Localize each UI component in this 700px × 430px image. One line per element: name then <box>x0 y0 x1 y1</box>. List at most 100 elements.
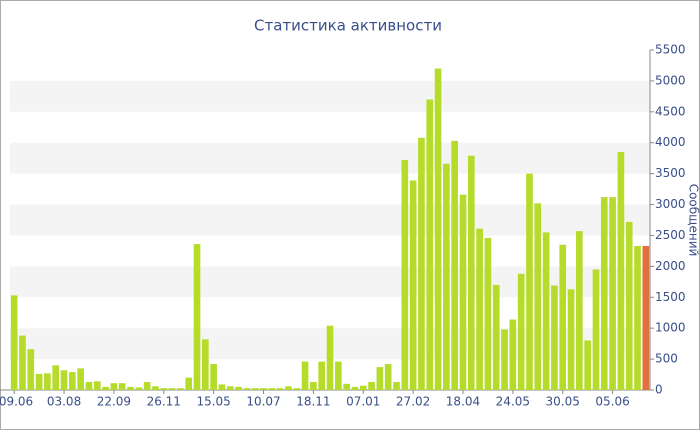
bar <box>19 335 26 390</box>
y-tick-label: 3000 <box>655 197 686 211</box>
bar <box>634 245 641 390</box>
bar <box>617 152 625 390</box>
bar <box>476 228 483 390</box>
y-tick-label: 0 <box>655 383 663 397</box>
bar <box>260 388 267 390</box>
bar <box>60 370 68 390</box>
bar <box>210 364 217 390</box>
bar <box>609 197 616 390</box>
bar <box>276 388 284 390</box>
bar <box>509 319 517 390</box>
bar <box>592 269 600 390</box>
y-tick-label: 1000 <box>655 321 686 335</box>
x-tick-label: 18.11 <box>296 395 330 409</box>
bar <box>268 388 276 390</box>
chart-title: Статистика активности <box>254 17 442 35</box>
bar <box>218 384 226 390</box>
bar <box>376 367 384 390</box>
bar <box>243 388 251 390</box>
bar <box>69 372 76 390</box>
bar <box>401 160 409 390</box>
bar <box>318 361 326 390</box>
bar <box>135 387 143 390</box>
x-tick-label: 18.04 <box>446 395 480 409</box>
x-tick-label: 24.05 <box>496 395 530 409</box>
bar <box>93 381 101 390</box>
bar <box>584 340 591 390</box>
y-tick-label: 2500 <box>655 228 686 242</box>
grid-band <box>10 80 650 112</box>
bar <box>600 197 608 390</box>
bar <box>542 232 550 390</box>
grid-band <box>10 204 650 236</box>
bar <box>567 289 575 390</box>
y-tick-label: 4500 <box>655 104 686 118</box>
bar <box>44 373 51 390</box>
grid-band <box>10 142 650 174</box>
x-tick-label: 26.11 <box>147 395 181 409</box>
x-tick-label: 09.06 <box>0 395 33 409</box>
bar <box>168 388 176 390</box>
bar <box>467 155 475 390</box>
bar <box>10 295 18 390</box>
bar <box>393 381 400 390</box>
bar <box>193 244 201 390</box>
bar <box>343 383 350 390</box>
bar <box>517 273 525 390</box>
x-tick-label: 15.05 <box>196 395 230 409</box>
x-tick-label: 22.09 <box>97 395 131 409</box>
bar <box>534 203 542 390</box>
x-tick-label: 03.08 <box>47 395 81 409</box>
bar <box>551 285 558 390</box>
bar <box>625 221 633 390</box>
bar <box>202 339 209 390</box>
bar <box>426 99 434 391</box>
bar <box>226 386 234 390</box>
bar <box>351 386 359 390</box>
bar <box>102 386 109 390</box>
y-tick-label: 500 <box>655 352 678 366</box>
bar <box>434 68 442 390</box>
bar <box>85 381 93 390</box>
bar <box>501 329 508 390</box>
bar <box>52 365 60 390</box>
bar <box>185 377 193 390</box>
x-tick-label: 30.05 <box>546 395 580 409</box>
bar <box>559 244 567 390</box>
x-tick-label: 05.06 <box>595 395 629 409</box>
bar <box>310 381 317 390</box>
bar <box>526 173 533 390</box>
x-tick-label: 27.02 <box>396 395 430 409</box>
bar <box>143 381 151 390</box>
bar <box>118 383 126 390</box>
bar <box>326 325 334 390</box>
x-tick-label: 07.01 <box>346 395 380 409</box>
bar <box>177 388 184 390</box>
bar <box>77 368 84 390</box>
bar <box>443 163 450 390</box>
bar <box>110 383 118 390</box>
bar <box>576 231 583 390</box>
bar <box>27 349 35 390</box>
y-tick-label: 2000 <box>655 259 686 273</box>
bar <box>285 386 292 390</box>
bar <box>160 388 168 390</box>
bar <box>492 284 500 390</box>
bar <box>301 361 309 390</box>
bar <box>368 381 375 390</box>
bar <box>359 385 367 390</box>
bar <box>35 373 43 390</box>
y-tick-label: 3500 <box>655 166 686 180</box>
bar <box>418 137 425 390</box>
bar <box>642 245 650 390</box>
y-tick-label: 4000 <box>655 135 686 149</box>
bar <box>334 361 342 390</box>
bar <box>152 386 159 390</box>
bar <box>384 364 392 390</box>
y-axis-label: Сообщений <box>687 184 700 257</box>
bar <box>127 386 134 390</box>
x-tick-label: 10.07 <box>246 395 280 409</box>
y-tick-label: 1500 <box>655 290 686 304</box>
y-tick-label: 5500 <box>655 43 686 57</box>
